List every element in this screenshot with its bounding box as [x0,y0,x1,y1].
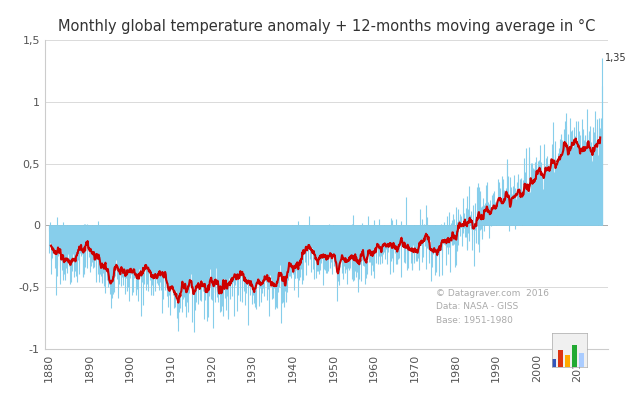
Bar [572,345,577,367]
Title: Monthly global temperature anomaly + 12-months moving average in °C: Monthly global temperature anomaly + 12-… [58,19,595,35]
Bar [551,359,556,367]
Text: © Datagraver.com  2016
Data: NASA - GISS
Base: 1951-1980: © Datagraver.com 2016 Data: NASA - GISS … [436,289,549,325]
Text: 1,35: 1,35 [605,53,627,63]
Bar [565,355,570,367]
Bar [558,351,563,367]
Bar [579,353,584,367]
